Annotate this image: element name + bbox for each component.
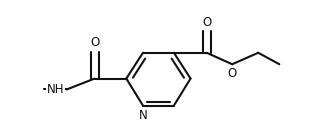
Text: N: N	[139, 109, 147, 122]
Text: O: O	[90, 36, 99, 49]
Text: NH: NH	[47, 83, 64, 96]
Text: O: O	[228, 66, 237, 79]
Text: O: O	[202, 16, 211, 29]
